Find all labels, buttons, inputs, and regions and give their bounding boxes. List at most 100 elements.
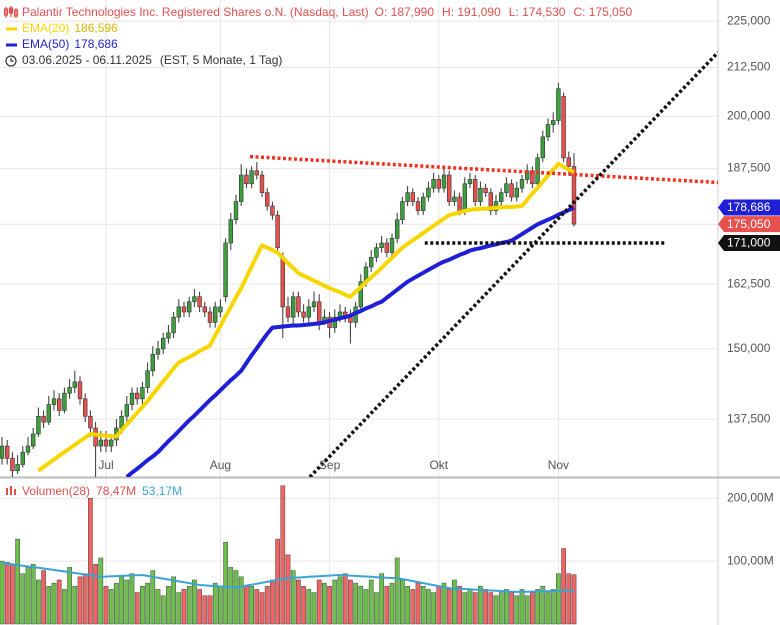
volume-bar bbox=[332, 579, 338, 625]
candle-body bbox=[452, 196, 457, 202]
price-tag-label: 178,686 bbox=[727, 200, 771, 214]
volume-bar bbox=[348, 579, 353, 625]
candle-body bbox=[264, 192, 270, 207]
candle-body bbox=[15, 464, 20, 472]
candle-body bbox=[202, 306, 207, 313]
volume-bar bbox=[483, 589, 488, 625]
volume-bar bbox=[488, 592, 494, 625]
volume-bar bbox=[228, 567, 234, 625]
candle-body bbox=[540, 136, 546, 159]
volume-bar bbox=[561, 548, 566, 625]
volume-bar bbox=[457, 586, 462, 625]
candle-body bbox=[420, 196, 426, 211]
candle-body bbox=[103, 439, 109, 447]
y-tick-label: 187,500 bbox=[727, 161, 771, 175]
volume-bar bbox=[218, 586, 223, 625]
volume-ma-value: 53,17M bbox=[142, 484, 182, 498]
legend-entry: EMA(20) 186,596 bbox=[22, 21, 118, 35]
candle-body bbox=[441, 174, 447, 189]
volume-bar bbox=[134, 592, 140, 625]
volume-bar bbox=[514, 595, 520, 625]
volume-bar bbox=[77, 576, 83, 625]
candle-body bbox=[254, 170, 259, 176]
legend-name: EMA(20) bbox=[22, 21, 69, 35]
candle-body bbox=[368, 256, 374, 268]
volume-bar bbox=[566, 573, 572, 625]
candle-body bbox=[51, 398, 57, 405]
volume-bar bbox=[394, 557, 400, 625]
candle-body bbox=[280, 256, 285, 308]
volume-bar bbox=[192, 579, 197, 625]
candle-body bbox=[88, 415, 93, 429]
volume-bar bbox=[467, 589, 473, 625]
instrument-name: Palantir Technologies Inc. Registered Sh… bbox=[22, 5, 369, 19]
volume-bar bbox=[353, 582, 358, 625]
volume-ma-line bbox=[1, 562, 575, 593]
price-tag bbox=[718, 234, 780, 251]
volume-bar bbox=[415, 582, 421, 625]
volume-bar bbox=[160, 595, 166, 625]
volume-bar bbox=[270, 579, 275, 625]
legend-name: EMA(50) bbox=[22, 37, 69, 51]
volume-bar bbox=[20, 573, 26, 625]
candle-body bbox=[478, 187, 483, 202]
volume-bar bbox=[472, 592, 478, 625]
volume-bar bbox=[368, 579, 374, 625]
candle-body bbox=[311, 301, 317, 308]
price-plot bbox=[0, 51, 718, 477]
volume-bar bbox=[498, 592, 504, 625]
volume-bar bbox=[478, 586, 483, 625]
candle-body bbox=[519, 179, 525, 189]
volume-bar bbox=[389, 582, 395, 625]
volume-bar bbox=[420, 586, 426, 625]
candle-body bbox=[192, 296, 197, 303]
volume-bar bbox=[290, 570, 296, 625]
volume-bar bbox=[25, 567, 31, 625]
volume-bar bbox=[571, 574, 577, 625]
candle-body bbox=[150, 353, 155, 371]
date-range: 03.06.2025 - 06.11.2025 (EST, 5 Monate, 1… bbox=[22, 53, 282, 67]
y-tick-label: 100,00M bbox=[727, 553, 774, 567]
candle-body bbox=[431, 179, 436, 189]
volume-bar bbox=[363, 589, 369, 625]
candle-body bbox=[400, 201, 405, 221]
volume-bar bbox=[233, 570, 239, 625]
clock-icon bbox=[5, 55, 17, 67]
volume-bar bbox=[550, 589, 556, 625]
legend-value: 186,596 bbox=[74, 21, 118, 35]
volume-bar bbox=[62, 589, 67, 625]
volume-bar bbox=[249, 586, 254, 625]
volume-bar bbox=[88, 497, 93, 625]
y-tick-label: 212,500 bbox=[727, 60, 771, 74]
candle-body bbox=[0, 445, 5, 459]
volume-bar bbox=[15, 538, 20, 625]
x-tick-label: Nov bbox=[548, 458, 569, 472]
volume-bar bbox=[114, 582, 119, 625]
legend-value: 178,686 bbox=[74, 37, 118, 51]
candle-body bbox=[556, 88, 561, 121]
trendline bbox=[249, 154, 718, 185]
volume-bar bbox=[36, 579, 41, 625]
y-tick-label: 162,500 bbox=[727, 276, 771, 290]
volume-bar bbox=[306, 589, 312, 625]
candle-body bbox=[301, 311, 306, 318]
candle-body bbox=[218, 306, 223, 313]
candle-body bbox=[509, 183, 514, 198]
volume-bar bbox=[405, 586, 410, 625]
candle-body bbox=[72, 381, 78, 388]
price-tag-label: 171,000 bbox=[727, 236, 771, 250]
volume-bar bbox=[155, 589, 161, 625]
candle-body bbox=[316, 301, 322, 323]
candle-body bbox=[98, 439, 104, 447]
y-tick-label: 200,000 bbox=[727, 109, 771, 123]
subtitle-note: (EST, 5 Monate, 1 Tag) bbox=[160, 53, 283, 67]
candle-body bbox=[467, 179, 473, 185]
legend-swatch bbox=[6, 27, 17, 31]
candle-body bbox=[62, 392, 67, 411]
volume-bar bbox=[264, 586, 270, 625]
volume-bar bbox=[342, 573, 348, 625]
candle-body bbox=[161, 337, 166, 350]
candle-body bbox=[56, 398, 62, 411]
candle-body bbox=[171, 316, 176, 334]
volume-bar bbox=[509, 592, 514, 625]
